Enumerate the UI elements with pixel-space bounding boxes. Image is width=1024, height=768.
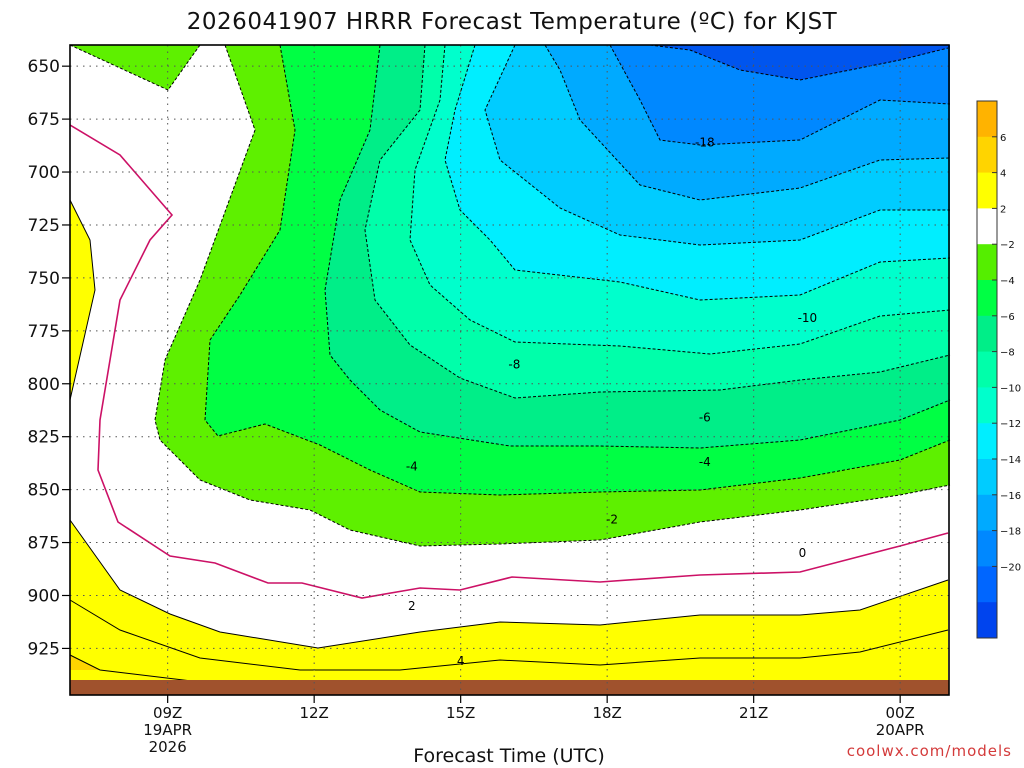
colorbar-tick-label: −20	[1000, 562, 1021, 573]
colorbar-swatch	[977, 351, 997, 388]
isotherm-minus8	[364, 44, 951, 399]
contour-label: -6	[699, 411, 711, 425]
contour-label: -2	[606, 512, 618, 526]
colorbar-swatch	[977, 602, 997, 639]
x-tick-label: 2026	[149, 738, 187, 756]
colorbar-swatch	[977, 459, 997, 496]
contour-labels: -18 -10 -8 -6 -4 -4 -2 0 2 4	[406, 135, 818, 668]
ground-bar	[70, 680, 949, 695]
filled-contours	[70, 45, 950, 692]
x-tick-label: 21Z	[739, 704, 768, 722]
colorbar-tick-label: −12	[1000, 419, 1021, 430]
isotherm-minus14	[484, 44, 950, 246]
y-axis-ticks: 650 675 700 725 750 775 800 825 850 875 900 925	[28, 57, 70, 659]
y-tick-label: 725	[28, 216, 60, 236]
colorbar-tick-label: −16	[1000, 491, 1021, 502]
x-tick-label: 18Z	[592, 704, 621, 722]
isotherm-0	[69, 124, 949, 599]
contour-label: 2	[408, 599, 416, 613]
isotherm-plus2	[69, 519, 949, 649]
region-minus20	[650, 45, 950, 80]
gridlines	[70, 45, 949, 695]
y-tick-label: 675	[28, 110, 60, 130]
credit-text: coolwx.com/models	[847, 742, 1012, 760]
colorbar-swatch	[977, 208, 997, 245]
y-tick-label: 825	[28, 428, 60, 448]
y-tick-label: 650	[28, 57, 60, 77]
colorbar-swatch	[977, 423, 997, 460]
contour-label: -18	[695, 135, 715, 149]
x-tick-label: 19APR	[143, 721, 192, 739]
colorbar-swatch	[977, 530, 997, 567]
colorbar-tick-label: 4	[1000, 169, 1006, 180]
colorbar: 6 4 2 −2 −4 −6 −8 −10 −12 −14 −16 −18 −20	[976, 100, 1021, 639]
colorbar-swatch	[977, 566, 997, 603]
colorbar-swatch	[977, 315, 997, 353]
colorbar-frame	[976, 100, 998, 639]
colorbar-tick-label: 2	[1000, 204, 1006, 215]
x-tick-label: 00Z	[885, 704, 914, 722]
region-minus18	[610, 45, 950, 145]
colorbar-swatch	[977, 172, 997, 209]
isotherm-minus12	[444, 44, 951, 301]
x-axis-label: Forecast Time (UTC)	[413, 745, 604, 767]
x-tick-label: 15Z	[446, 704, 475, 722]
y-tick-label: 850	[28, 481, 60, 501]
colorbar-tick-label: −18	[1000, 527, 1021, 538]
y-tick-label: 750	[28, 269, 60, 289]
colorbar-swatch	[977, 387, 997, 424]
colorbar-tick-label: −14	[1000, 455, 1021, 466]
colorbar-tick-label: 6	[1000, 133, 1006, 144]
isotherm-minus2	[154, 44, 951, 547]
x-tick-label: 20APR	[876, 721, 925, 739]
contour-label: -10	[798, 311, 818, 325]
isotherm-plus2-left	[69, 199, 96, 401]
region-plus2	[70, 520, 948, 690]
region-warm-left	[70, 200, 95, 400]
colorbar-tick-label: −8	[1000, 348, 1015, 359]
y-tick-label: 925	[28, 639, 60, 659]
isotherm-plus6	[69, 654, 201, 683]
y-tick-label: 800	[28, 375, 60, 395]
contour-lines	[69, 44, 951, 683]
colorbar-swatch	[977, 244, 997, 281]
isotherm-plus4	[69, 599, 949, 671]
y-tick-label: 875	[28, 534, 60, 554]
colorbar-tick-label: −2	[1000, 240, 1015, 251]
contour-label: -8	[508, 358, 520, 372]
colorbar-tick-label: −6	[1000, 312, 1015, 323]
isotherm-minus18	[609, 44, 951, 146]
contour-label: -4	[406, 459, 418, 473]
colorbar-tick-label: −10	[1000, 383, 1021, 394]
colorbar-swatch	[977, 494, 997, 532]
colorbar-swatch	[977, 136, 997, 174]
isotherm-minus6	[324, 44, 951, 449]
colorbar-swatch	[977, 101, 997, 138]
isotherm-minus4	[204, 44, 951, 496]
x-tick-label: 09Z	[153, 704, 182, 722]
contour-label: 4	[457, 654, 465, 668]
y-tick-label: 775	[28, 322, 60, 342]
contour-label: 0	[799, 546, 807, 560]
colorbar-swatch	[977, 280, 997, 317]
isotherm-minus20	[649, 44, 949, 81]
contour-label: -4	[699, 455, 711, 469]
isotherm-minus16	[544, 44, 951, 201]
y-tick-label: 700	[28, 163, 60, 183]
chart-title: 2026041907 HRRR Forecast Temperature (ºC…	[187, 9, 838, 35]
y-tick-label: 900	[28, 586, 60, 606]
plot-frame	[69, 44, 950, 696]
colorbar-tick-label: −4	[1000, 276, 1015, 287]
x-tick-label: 12Z	[299, 704, 328, 722]
isotherm-minus2-top	[69, 44, 201, 91]
